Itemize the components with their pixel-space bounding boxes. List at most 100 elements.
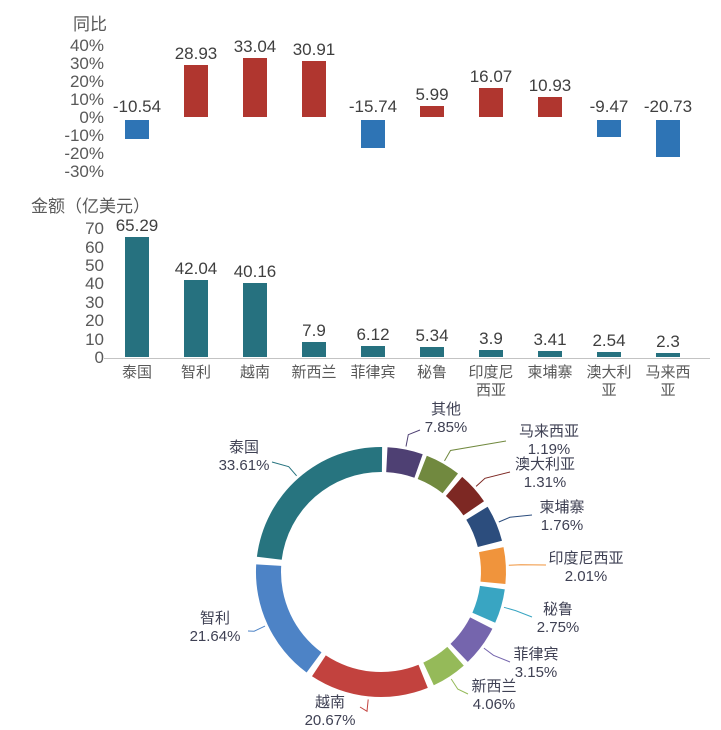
amount-value-label: 65.29 xyxy=(115,215,159,235)
x-axis-line xyxy=(104,358,710,359)
amount-chart-title: 金额（亿美元） xyxy=(31,197,150,216)
donut-label-name: 印度尼西亚 xyxy=(548,550,624,567)
donut-label-pct: 21.64% xyxy=(189,628,241,645)
donut-label-name: 秘鲁 xyxy=(542,601,573,618)
y-tick-label: 50 xyxy=(85,256,104,275)
category-label: 秘鲁 xyxy=(416,364,447,381)
yoy-value-label: 30.91 xyxy=(292,40,336,60)
yoy-bar xyxy=(420,106,444,117)
yoy-bar xyxy=(243,57,267,117)
y-tick-label: 70 xyxy=(85,219,104,239)
y-tick-label: -20% xyxy=(64,144,104,163)
donut-segment-其他 xyxy=(386,447,423,478)
leader-line-柬埔寨 xyxy=(498,514,533,523)
amount-value-label: 40.16 xyxy=(233,262,277,282)
y-tick-label: 40% xyxy=(69,36,104,55)
yoy-bar xyxy=(302,61,326,117)
amount-bar xyxy=(361,345,385,357)
donut-label-pct: 3.15% xyxy=(514,664,558,681)
amount-value-label: 42.04 xyxy=(174,258,218,278)
amount-bar xyxy=(656,352,680,357)
amount-bar xyxy=(479,349,503,357)
yoy-value-label: 28.93 xyxy=(174,43,218,63)
donut-label-智利: 智利 21.64% xyxy=(183,610,247,646)
donut-label-name: 智利 xyxy=(199,610,230,627)
donut-label-秘鲁: 秘鲁 2.75% xyxy=(530,601,586,637)
category-label: 马来西 亚 xyxy=(645,364,691,399)
amount-bar xyxy=(597,352,621,357)
yoy-value-label: -10.54 xyxy=(112,97,162,116)
yoy-value-label: -15.74 xyxy=(348,97,398,116)
amount-bar xyxy=(184,279,208,357)
category-label: 越南 xyxy=(239,364,270,381)
donut-label-pct: 1.76% xyxy=(540,517,584,534)
y-tick-label: 20 xyxy=(85,311,104,331)
y-tick-label: 10% xyxy=(69,90,104,109)
yoy-value-label: 10.93 xyxy=(528,76,572,96)
amount-bar xyxy=(125,236,149,357)
donut-label-澳大利亚: 澳大利亚 1.31% xyxy=(508,456,582,492)
y-tick-label: 0 xyxy=(94,348,104,367)
yoy-bar xyxy=(538,97,562,117)
amount-value-label: 2.54 xyxy=(592,331,626,351)
donut-label-pct: 2.01% xyxy=(564,568,608,585)
donut-segment-越南 xyxy=(312,655,428,697)
yoy-bar xyxy=(125,120,149,139)
yoy-bar xyxy=(597,120,621,138)
category-label: 柬埔寨 xyxy=(527,364,573,381)
leader-line-智利 xyxy=(247,625,266,632)
category-label: 智利 xyxy=(180,364,211,381)
y-tick-label: 30 xyxy=(85,292,104,312)
donut-label-name: 澳大利亚 xyxy=(514,456,575,473)
donut-segment-菲律宾 xyxy=(450,617,493,662)
leader-line-秘鲁 xyxy=(503,606,533,618)
donut-label-name: 马来西亚 xyxy=(518,423,579,440)
donut-label-菲律宾: 菲律宾 3.15% xyxy=(508,646,564,682)
donut-segment-智利 xyxy=(255,564,322,673)
donut-label-pct: 7.85% xyxy=(424,419,468,436)
amount-bar xyxy=(538,350,562,357)
yoy-bar xyxy=(479,88,503,117)
donut-segment-新西兰 xyxy=(423,646,464,686)
donut-segment-泰国 xyxy=(256,446,383,560)
donut-label-pct: 4.06% xyxy=(472,696,516,713)
y-tick-label: -30% xyxy=(64,162,104,181)
leader-line-泰国 xyxy=(271,461,297,477)
donut-segment-澳大利亚 xyxy=(445,476,484,516)
category-label: 泰国 xyxy=(121,364,152,381)
amount-value-label: 2.3 xyxy=(656,331,680,351)
donut-label-越南: 越南 20.67% xyxy=(298,694,362,730)
leader-line-越南 xyxy=(359,699,369,713)
yoy-bar xyxy=(184,64,208,117)
yoy-value-label: -20.73 xyxy=(643,97,693,116)
donut-segment-秘鲁 xyxy=(472,585,505,623)
y-tick-label: 10 xyxy=(85,329,104,349)
leader-line-菲律宾 xyxy=(483,647,511,663)
donut-label-pct: 20.67% xyxy=(304,712,356,729)
donut-label-pct: 1.31% xyxy=(523,474,567,491)
yoy-bar xyxy=(656,120,680,158)
donut-label-name: 其他 xyxy=(430,401,461,418)
donut-label-name: 新西兰 xyxy=(471,678,517,695)
donut-segment-柬埔寨 xyxy=(466,506,502,547)
amount-value-label: 7.9 xyxy=(302,321,326,341)
amount-value-label: 6.12 xyxy=(356,324,390,344)
donut-label-name: 越南 xyxy=(314,694,345,711)
donut-label-name: 柬埔寨 xyxy=(539,499,585,516)
donut-label-name: 菲律宾 xyxy=(513,646,559,663)
yoy-bar xyxy=(361,120,385,149)
amount-value-label: 3.41 xyxy=(533,329,567,349)
category-label: 菲律宾 xyxy=(350,364,396,381)
leader-line-澳大利亚 xyxy=(475,471,511,487)
yoy-value-label: 33.04 xyxy=(233,36,277,56)
y-tick-label: 40 xyxy=(85,274,104,294)
donut-label-pct: 1.19% xyxy=(527,441,571,458)
yoy-value-label: 16.07 xyxy=(469,67,513,87)
amount-bar xyxy=(420,347,444,357)
yoy-value-label: 5.99 xyxy=(415,85,449,105)
yoy-value-label: -9.47 xyxy=(589,97,629,116)
y-tick-label: 0% xyxy=(79,108,104,127)
leader-line-印度尼西亚 xyxy=(508,564,547,566)
donut-segment-印度尼西亚 xyxy=(479,547,506,584)
